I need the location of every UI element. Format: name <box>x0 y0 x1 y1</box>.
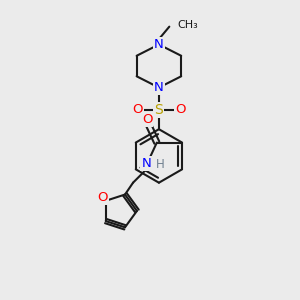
Text: O: O <box>175 103 186 116</box>
Text: O: O <box>132 103 143 116</box>
Text: CH₃: CH₃ <box>178 20 198 30</box>
Text: N: N <box>154 38 164 51</box>
Text: H: H <box>156 158 165 171</box>
Text: N: N <box>154 81 164 94</box>
Text: N: N <box>142 157 151 170</box>
Text: S: S <box>154 103 163 117</box>
Text: O: O <box>142 113 152 126</box>
Text: O: O <box>98 191 108 204</box>
